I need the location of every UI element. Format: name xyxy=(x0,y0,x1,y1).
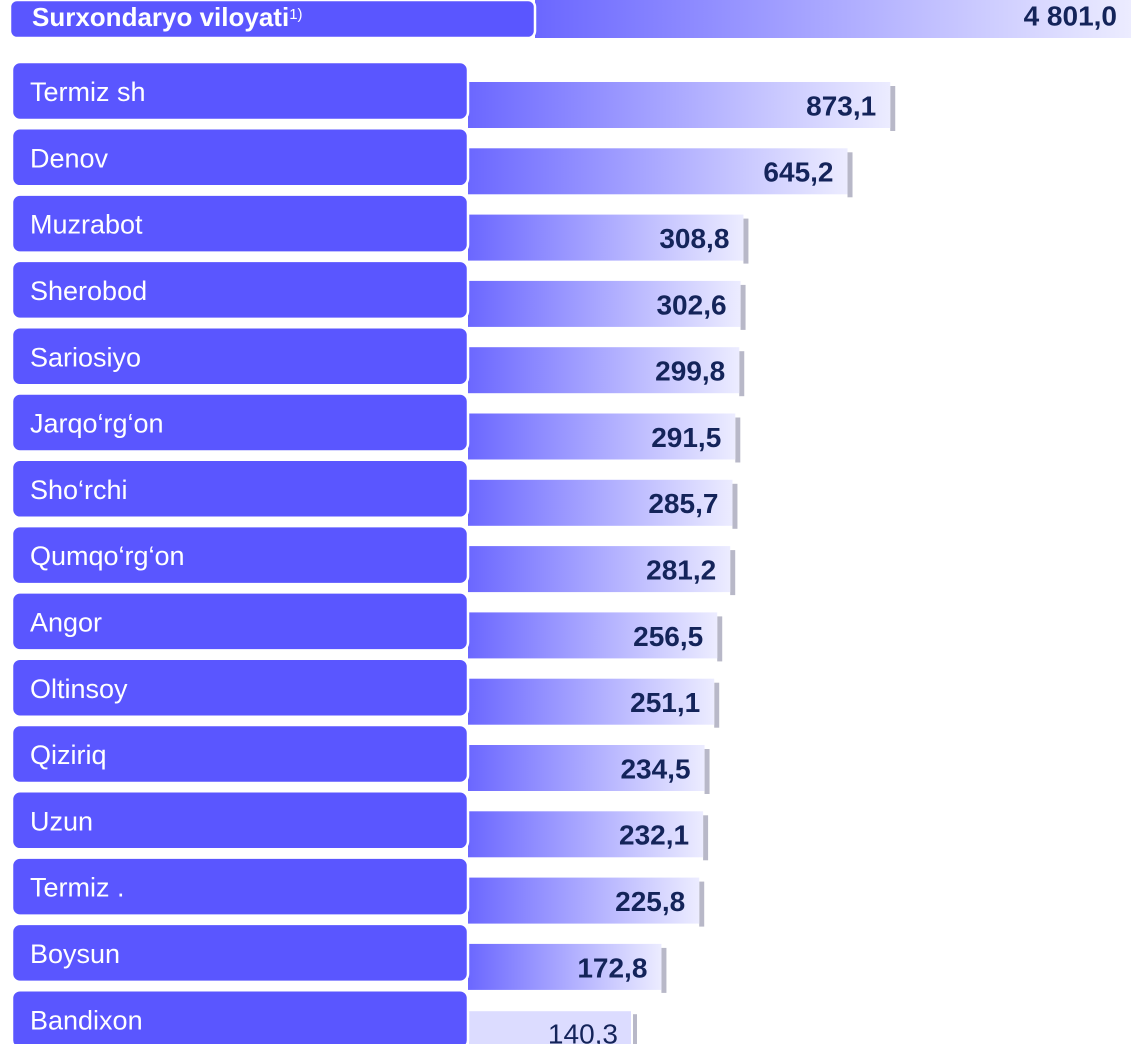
category-label: Sariosiyo xyxy=(30,342,141,372)
bar-shadow xyxy=(743,218,749,264)
value-label: 256,5 xyxy=(633,621,703,652)
bar xyxy=(468,811,704,858)
value-label: 251,1 xyxy=(630,687,700,718)
bar-shadow xyxy=(732,483,738,529)
bar-shadow xyxy=(632,1014,637,1044)
value-label: 285,7 xyxy=(648,488,718,519)
bar xyxy=(468,280,741,327)
bar xyxy=(468,745,705,791)
category-label: Uzun xyxy=(30,806,93,836)
category-label: Sherobod xyxy=(30,276,147,306)
category-label: Jarqo‘rg‘on xyxy=(30,409,164,439)
bar xyxy=(468,413,736,460)
value-label: 299,8 xyxy=(655,356,725,387)
category-label: Sho‘rchi xyxy=(30,475,128,505)
label-box xyxy=(10,392,470,453)
bar-shadow xyxy=(739,351,745,397)
label-box xyxy=(10,60,470,122)
bar xyxy=(535,0,1131,38)
value-label: 234,5 xyxy=(620,753,690,784)
bar xyxy=(468,612,718,659)
value-label: 302,6 xyxy=(656,289,726,320)
bar-shadow xyxy=(703,815,709,861)
bar-shadow xyxy=(717,616,723,662)
label-box xyxy=(10,856,470,917)
title: Surxondaryo viloyati1) xyxy=(32,2,303,32)
label-box xyxy=(10,988,470,1044)
label-box xyxy=(10,922,470,984)
bar xyxy=(468,943,662,990)
bar xyxy=(468,877,700,924)
bar xyxy=(468,148,848,195)
title-note: 1) xyxy=(289,6,302,23)
value-label: 291,5 xyxy=(651,422,721,453)
label-box xyxy=(10,591,470,652)
category-label: Oltinsoy xyxy=(30,674,128,704)
label-box xyxy=(10,723,470,785)
bar xyxy=(468,214,744,261)
value-label: 4 801,0 xyxy=(1024,0,1117,31)
bar-shadow xyxy=(890,86,896,131)
value-label: 308,8 xyxy=(659,223,729,254)
label-box xyxy=(10,193,470,254)
value-label: 140,3 xyxy=(548,1019,618,1044)
value-label: 232,1 xyxy=(619,820,689,851)
bar xyxy=(468,678,715,725)
label-box xyxy=(10,524,470,586)
bar-shadow xyxy=(699,881,705,927)
bar xyxy=(468,82,891,128)
value-label: 172,8 xyxy=(577,952,647,983)
bar-shadow xyxy=(730,550,736,596)
bar-shadow xyxy=(735,417,741,463)
category-label: Qiziriq xyxy=(30,740,107,770)
value-label: 873,1 xyxy=(806,90,876,121)
label-box xyxy=(10,325,470,387)
bar xyxy=(468,546,731,593)
bar-shadow xyxy=(740,284,746,330)
category-label: Qumqo‘rg‘on xyxy=(30,541,185,571)
bar xyxy=(468,347,740,394)
label-box xyxy=(10,458,470,520)
category-label: Termiz . xyxy=(30,873,125,903)
bar-shadow xyxy=(847,152,853,198)
bar-shadow xyxy=(714,682,720,728)
bar xyxy=(467,1009,633,1044)
value-label: 281,2 xyxy=(646,554,716,585)
category-label: Angor xyxy=(30,608,102,638)
value-label: 225,8 xyxy=(615,886,685,917)
bar-shadow xyxy=(661,947,667,993)
label-box xyxy=(10,790,470,851)
category-label: Boysun xyxy=(30,939,120,969)
category-label: Denov xyxy=(30,143,109,173)
category-label: Termiz sh xyxy=(30,77,146,107)
label-box xyxy=(10,657,470,718)
category-label: Bandixon xyxy=(30,1005,143,1035)
value-label: 645,2 xyxy=(763,157,833,188)
label-box xyxy=(10,259,470,321)
bar xyxy=(468,479,733,526)
label-box xyxy=(8,0,537,40)
title-text: Surxondaryo viloyati xyxy=(32,2,289,32)
label-box xyxy=(10,127,470,188)
bar-shadow xyxy=(704,749,710,794)
category-label: Muzrabot xyxy=(30,210,143,240)
